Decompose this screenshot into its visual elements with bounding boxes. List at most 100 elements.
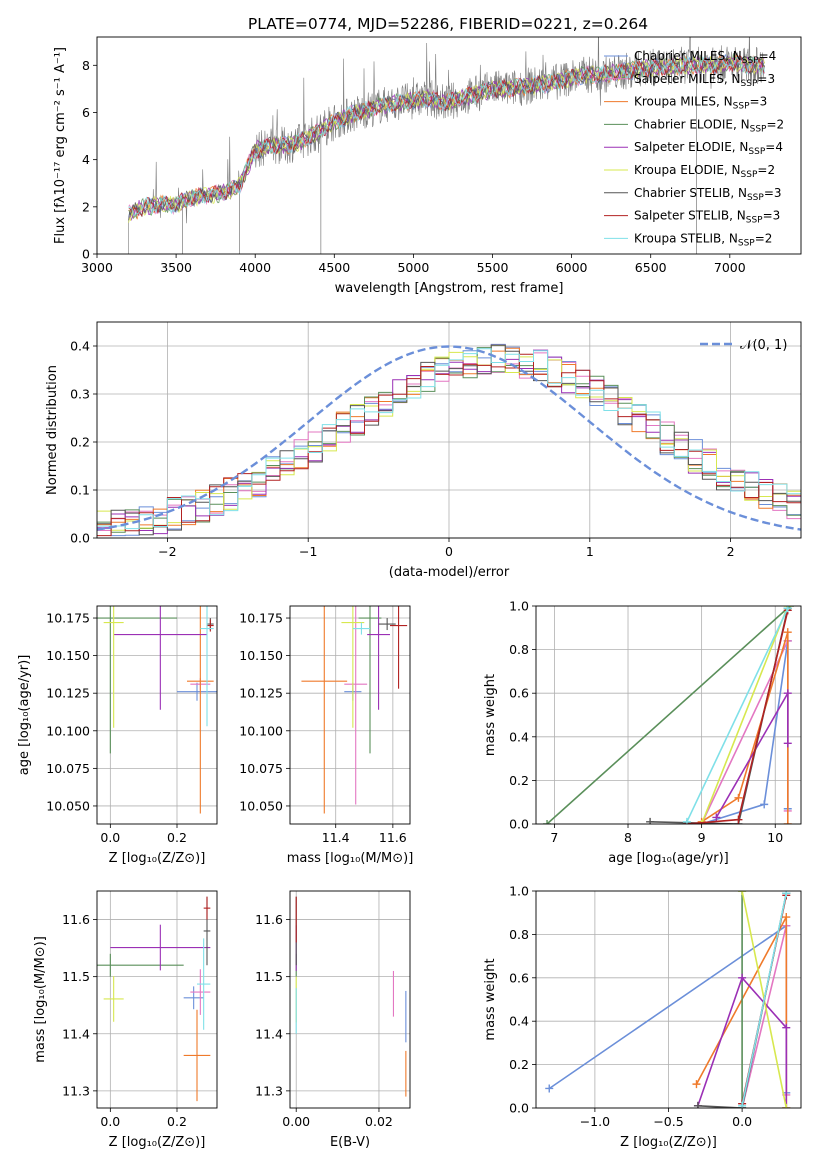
x-tick-label: 10 bbox=[767, 830, 783, 845]
x-tick-label: 11.4 bbox=[322, 830, 350, 845]
weight-line bbox=[700, 606, 789, 824]
x-tick-label: 3500 bbox=[160, 260, 192, 275]
weight-marker bbox=[738, 1101, 747, 1108]
y-tick-label: 10.150 bbox=[239, 648, 283, 663]
y-tick-label: 0.2 bbox=[509, 1057, 529, 1072]
residuals-chart: −2 −1 0 1 2 0.0 0.1 0.2 0.3 0.4 (data-model)/error… bbox=[45, 321, 802, 580]
x-tick-label: 5000 bbox=[397, 260, 429, 275]
axes-frame bbox=[96, 321, 802, 539]
age-vs-metallicity-chart: 0.0 0.2 10.050 10.075 10.100 10.125 10.150 10.1… bbox=[17, 605, 218, 866]
weight-marker bbox=[543, 820, 552, 824]
y-tick-label: 11.5 bbox=[62, 969, 90, 984]
legend-label: 𝒩(0, 1) bbox=[740, 338, 787, 353]
y-tick-label: 0.8 bbox=[509, 927, 529, 942]
y-tick-label: 0.0 bbox=[509, 817, 529, 832]
x-tick-label: 0 bbox=[445, 544, 453, 559]
legend-subscript: SSP bbox=[742, 56, 759, 66]
weight-line bbox=[715, 690, 789, 818]
weight-marker bbox=[545, 1084, 554, 1093]
y-tick-label: 11.4 bbox=[255, 1026, 283, 1041]
weight-line bbox=[741, 925, 788, 1108]
y-axis-label: mass [log₁₀(M/M⊙)] bbox=[33, 936, 48, 1063]
y-tick-label: 0.0 bbox=[70, 531, 90, 546]
y-tick-label: 1.0 bbox=[509, 884, 529, 899]
y-tick-label: 0.6 bbox=[509, 686, 529, 701]
weight-marker bbox=[693, 1101, 702, 1108]
legend-subscript: SSP bbox=[746, 216, 763, 226]
legend-subscript: SSP bbox=[750, 124, 767, 134]
legend-label: Chabrier STELIB, NSSP=3 bbox=[634, 186, 782, 203]
weight-lines bbox=[543, 606, 794, 824]
weight-vs-metallicity-chart: −1.0 −0.5 0.0 0.0 0.2 0.4 0.6 0.8 1.0 Z [log₁₀(Z/… bbox=[483, 884, 802, 1150]
y-tick-label: 0.6 bbox=[509, 970, 529, 985]
axes-frame bbox=[96, 605, 218, 825]
histogram-step bbox=[97, 344, 801, 535]
weight-line bbox=[741, 893, 788, 1106]
y-tick-label: 10.175 bbox=[46, 611, 90, 626]
model-fit-line bbox=[128, 55, 765, 217]
legend-subscript: SSP bbox=[733, 102, 750, 112]
x-tick-label: 0.02 bbox=[365, 1114, 393, 1129]
axes-frame bbox=[535, 890, 802, 1109]
x-tick-label: −2 bbox=[158, 544, 176, 559]
model-fit-line bbox=[128, 55, 765, 221]
y-axis-label: mass weight bbox=[483, 674, 498, 756]
histogram-step bbox=[97, 344, 801, 531]
y-tick-label: 11.6 bbox=[62, 912, 90, 927]
weight-marker bbox=[712, 813, 721, 822]
weight-marker bbox=[646, 817, 655, 824]
weight-marker bbox=[734, 815, 743, 824]
y-tick-label: 0.2 bbox=[509, 773, 529, 788]
axes-frame bbox=[96, 890, 218, 1109]
y-tick-label: 0.1 bbox=[70, 483, 90, 498]
mass-vs-ebv-chart: 0.00 0.02 11.3 11.4 11.5 11.6 E(B-V) bbox=[255, 890, 411, 1150]
legend-label-end: =2 bbox=[755, 231, 773, 245]
y-tick-label: 11.3 bbox=[62, 1083, 90, 1098]
legend-label-end: =3 bbox=[764, 186, 782, 200]
legend-label-end: =3 bbox=[757, 72, 775, 86]
error-bars bbox=[97, 606, 217, 814]
x-tick-label: −0.5 bbox=[653, 1114, 683, 1129]
y-tick-label: 0.4 bbox=[70, 339, 90, 354]
model-fit-line bbox=[128, 56, 765, 217]
x-tick-label: 5500 bbox=[477, 260, 509, 275]
x-tick-label: 9 bbox=[698, 830, 706, 845]
y-tick-label: 10.150 bbox=[46, 648, 90, 663]
weight-lines bbox=[545, 891, 791, 1108]
weight-marker bbox=[782, 891, 791, 898]
legend-label-end: =3 bbox=[763, 209, 781, 223]
histogram-step bbox=[97, 344, 801, 536]
y-tick-label: 11.6 bbox=[255, 912, 283, 927]
legend-label: Salpeter STELIB, NSSP=3 bbox=[634, 209, 780, 226]
axes-frame bbox=[535, 605, 802, 825]
x-tick-label: 7 bbox=[550, 830, 558, 845]
y-tick-label: 10.125 bbox=[239, 686, 283, 701]
axes-frame bbox=[289, 890, 411, 1109]
weight-marker bbox=[738, 973, 747, 982]
x-tick-label: 3000 bbox=[81, 260, 113, 275]
legend-subscript: SSP bbox=[741, 79, 758, 89]
age-vs-mass-chart: 11.4 11.6 10.050 10.075 10.100 10.125 10.150 10… bbox=[239, 605, 413, 866]
legend-subscript: SSP bbox=[748, 147, 765, 157]
x-tick-label: 0.0 bbox=[100, 1114, 120, 1129]
axes-frame bbox=[96, 36, 802, 255]
x-tick-label: 1 bbox=[586, 544, 594, 559]
legend-label-end: =2 bbox=[757, 163, 775, 177]
y-tick-label: 10.125 bbox=[46, 686, 90, 701]
y-tick-label: 10.050 bbox=[46, 798, 90, 813]
y-tick-label: 0.3 bbox=[70, 387, 90, 402]
weight-marker bbox=[692, 1080, 701, 1089]
weight-marker bbox=[783, 689, 792, 698]
y-tick-label: 10.100 bbox=[239, 723, 283, 738]
weight-marker bbox=[760, 800, 769, 809]
weight-vs-age-chart: 7 8 9 10 0.0 0.2 0.4 0.6 0.8 1.0 age [log₁₀(age/yr… bbox=[483, 599, 802, 866]
legend-label: Kroupa STELIB, NSSP=2 bbox=[634, 231, 772, 248]
legend-label: Kroupa ELODIE, NSSP=2 bbox=[634, 163, 775, 180]
weight-marker bbox=[783, 628, 792, 637]
x-axis-label: E(B-V) bbox=[330, 1135, 370, 1150]
histogram-step bbox=[97, 353, 801, 537]
x-tick-label: 7000 bbox=[714, 260, 746, 275]
y-tick-label: 10.075 bbox=[46, 761, 90, 776]
legend-label-end: =4 bbox=[759, 49, 777, 63]
y-tick-label: 2 bbox=[82, 199, 90, 214]
